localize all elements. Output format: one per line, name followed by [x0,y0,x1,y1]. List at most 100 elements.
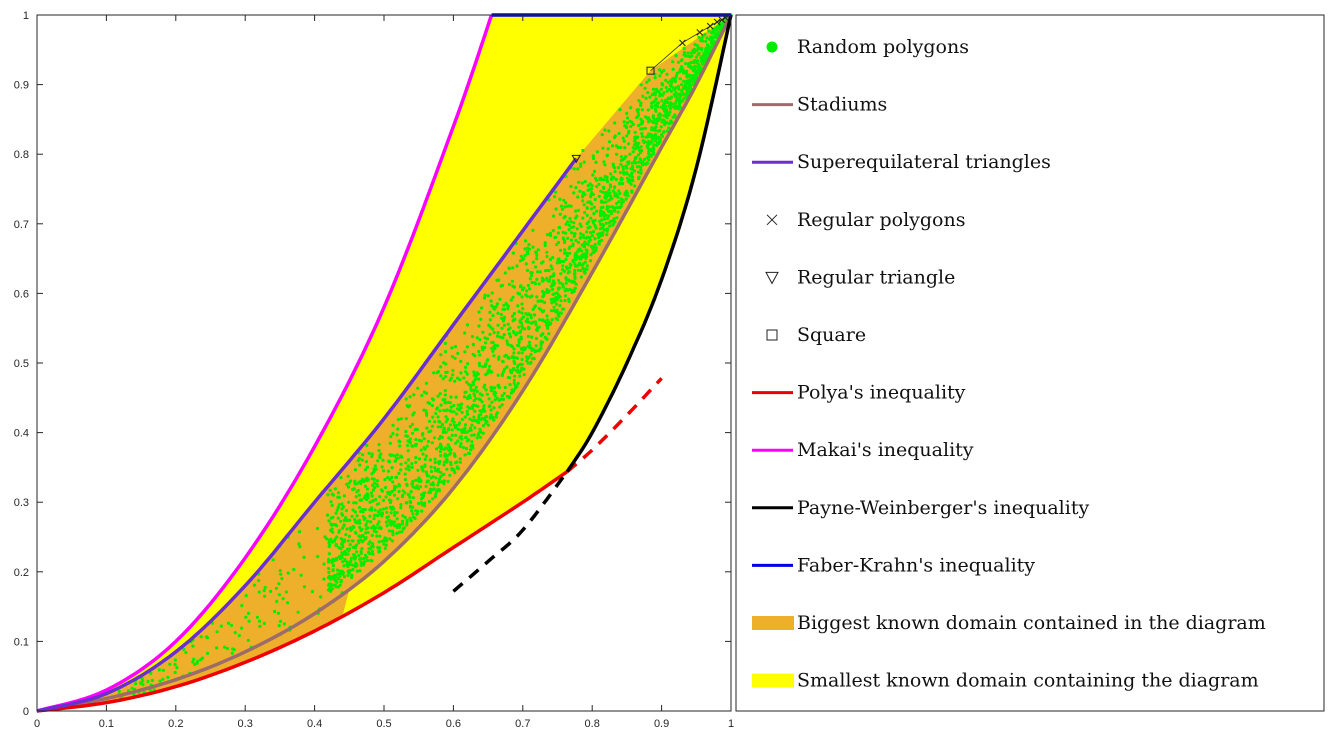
random-polygon-point [454,433,458,437]
random-polygon-point [391,480,395,484]
random-polygon-point [576,195,580,199]
square-marker [646,66,655,75]
random-polygon-point [605,154,609,158]
random-polygon-point [686,75,690,79]
random-polygon-point [504,301,508,306]
random-polygon-point [488,415,492,420]
random-polygon-point [473,418,477,423]
random-polygon-point [470,406,475,411]
random-polygon-point [466,405,470,409]
legend-label: Random polygons [797,36,969,58]
random-polygon-point [405,521,409,525]
random-polygon-point [465,409,469,414]
random-polygon-point [215,646,219,650]
random-polygon-point [439,454,443,458]
random-polygon-point [635,108,639,112]
random-polygon-point [359,528,363,533]
random-polygon-point [340,502,344,506]
random-polygon-point [367,451,371,455]
x-tick-label: 0.6 [446,718,461,730]
random-polygon-point [613,169,617,174]
random-polygon-point [591,156,596,161]
random-polygon-point [277,593,281,597]
random-polygon-point [421,432,425,436]
random-polygon-point [479,413,483,417]
random-polygon-point [648,95,652,99]
random-polygon-point [622,120,626,124]
random-polygon-point [680,90,684,94]
random-polygon-point [632,143,637,147]
legend-box [735,14,1325,712]
random-polygon-point [374,530,379,534]
random-polygon-point [351,568,355,572]
random-polygon-point [542,278,546,282]
random-polygon-point [674,76,678,80]
random-polygon-point [467,382,471,386]
random-polygon-point [361,453,365,457]
random-polygon-point [527,243,531,247]
random-polygon-point [697,46,701,50]
random-polygon-point [653,107,658,111]
random-polygon-point [653,139,657,143]
random-polygon-point [649,153,653,157]
random-polygon-point [337,503,341,507]
random-polygon-point [468,396,472,400]
random-polygon-point [566,278,571,282]
random-polygon-point [406,458,410,462]
random-polygon-point [410,482,414,486]
random-polygon-point [535,257,539,261]
random-polygon-point [468,417,472,421]
random-polygon-point [551,229,555,233]
random-polygon-point [621,167,626,171]
random-polygon-point [475,336,479,340]
random-polygon-point [351,508,355,512]
random-polygon-point [383,546,387,551]
random-polygon-point [562,216,566,220]
random-polygon-point [665,116,669,120]
random-polygon-point [464,446,469,451]
random-polygon-point [596,232,600,236]
random-polygon-point [284,590,288,594]
random-polygon-point [637,124,641,128]
random-polygon-point [149,671,153,676]
random-polygon-point [667,87,672,91]
random-polygon-point [625,172,630,176]
legend-swatch-square [766,329,778,341]
random-polygon-point [355,490,359,494]
random-polygon-point [634,155,638,159]
random-polygon-point [572,167,576,171]
random-polygon-point [247,611,251,616]
random-polygon-point [495,302,499,306]
random-polygon-point [655,143,659,147]
random-polygon-point [488,332,492,336]
random-polygon-point [465,345,469,349]
random-polygon-point [433,420,437,424]
random-polygon-point [439,374,443,378]
random-polygon-point [403,478,408,482]
random-polygon-point [199,658,203,662]
random-polygon-point [623,191,627,195]
random-polygon-point [415,512,419,516]
random-polygon-point [580,181,584,185]
random-polygon-point [421,496,425,500]
random-polygon-point [157,668,161,672]
random-polygon-point [379,452,383,456]
random-polygon-point [646,135,650,139]
random-polygon-point [511,251,515,255]
random-polygon-point [478,392,482,396]
random-polygon-point [378,534,382,538]
random-polygon-point [584,256,588,260]
random-polygon-point [446,479,450,483]
random-polygon-point [262,621,266,626]
random-polygon-point [489,408,493,412]
random-polygon-point [448,452,452,456]
random-polygon-point [395,433,399,437]
random-polygon-point [376,545,380,550]
random-polygon-point [362,560,366,564]
random-polygon-point [654,97,658,101]
random-polygon-point [617,200,621,204]
markers [571,14,732,164]
legend-label: Polya's inequality [797,382,966,404]
random-polygon-point [340,507,344,511]
random-polygon-point [554,190,558,194]
